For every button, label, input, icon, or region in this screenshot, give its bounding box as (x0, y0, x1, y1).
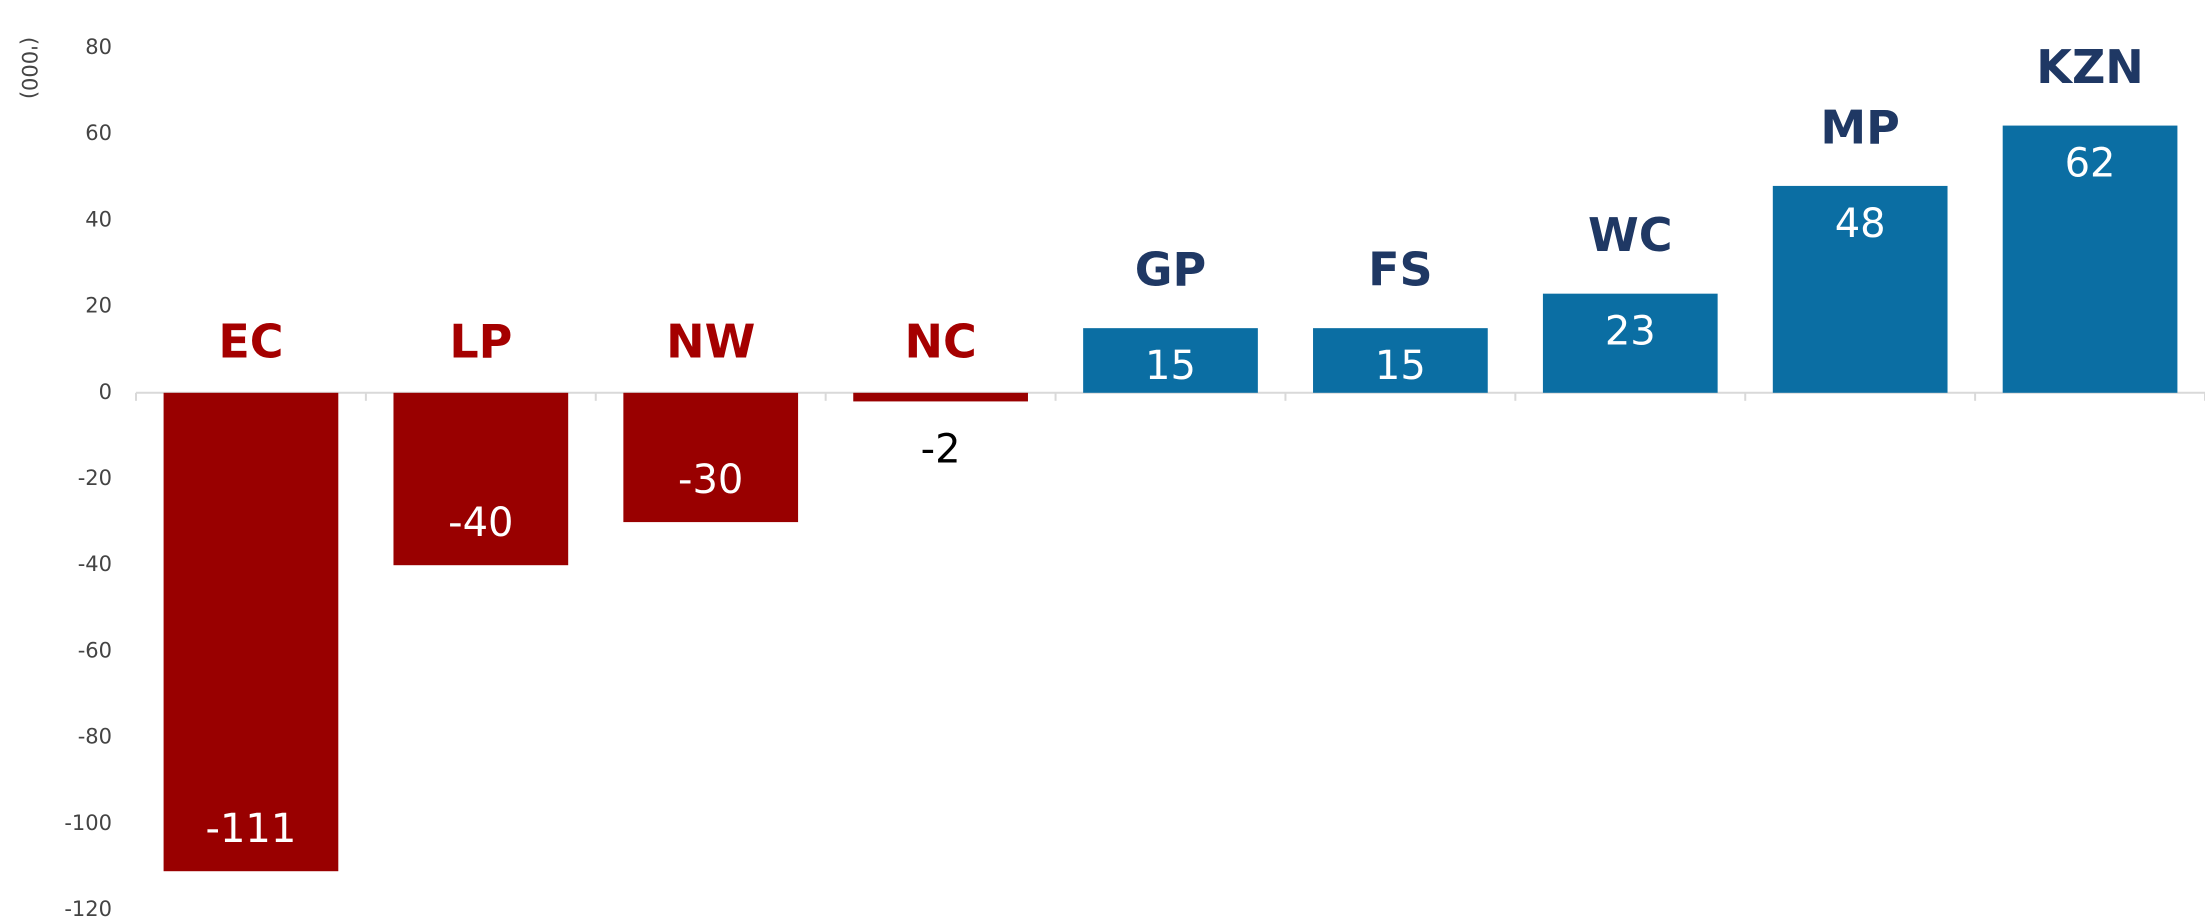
y-tick-label: -60 (78, 638, 112, 662)
y-tick-label: -80 (78, 725, 112, 749)
value-label: 15 (1145, 343, 1196, 389)
bar (163, 392, 339, 872)
y-tick-label: 40 (85, 207, 112, 231)
bar (1313, 328, 1488, 393)
value-label: 15 (1375, 343, 1426, 389)
y-tick-label: 20 (85, 294, 112, 318)
value-label: -40 (448, 500, 513, 546)
category-label: FS (1368, 243, 1433, 297)
value-label: -111 (206, 806, 297, 852)
category-label: EC (218, 314, 283, 368)
y-tick-label: 60 (85, 121, 112, 145)
bar (623, 392, 799, 523)
bar (1542, 293, 1718, 393)
value-label: -2 (921, 426, 961, 472)
category-label: KZN (2036, 40, 2144, 94)
y-tick-label: 0 (99, 380, 112, 404)
y-tick-label: -120 (64, 897, 112, 921)
value-label: 23 (1605, 309, 1656, 355)
category-label: LP (449, 314, 512, 368)
bar (1083, 328, 1258, 393)
y-axis-label: ('000) (17, 37, 41, 99)
y-tick-label: -20 (78, 466, 112, 490)
category-label: MP (1820, 100, 1900, 154)
y-tick-label: -100 (64, 811, 112, 835)
bar (2002, 125, 2178, 393)
category-label: NW (666, 314, 755, 368)
category-label: WC (1588, 208, 1673, 262)
y-tick-label: -40 (78, 552, 112, 576)
y-tick-label: 80 (85, 35, 112, 59)
bar (1772, 185, 1948, 393)
bar (393, 392, 569, 566)
category-label: GP (1135, 243, 1206, 297)
value-label: -30 (678, 457, 743, 503)
category-label: NC (904, 314, 976, 368)
value-label: 48 (1835, 201, 1886, 247)
bar (853, 392, 1028, 402)
value-label: 62 (2065, 141, 2116, 187)
